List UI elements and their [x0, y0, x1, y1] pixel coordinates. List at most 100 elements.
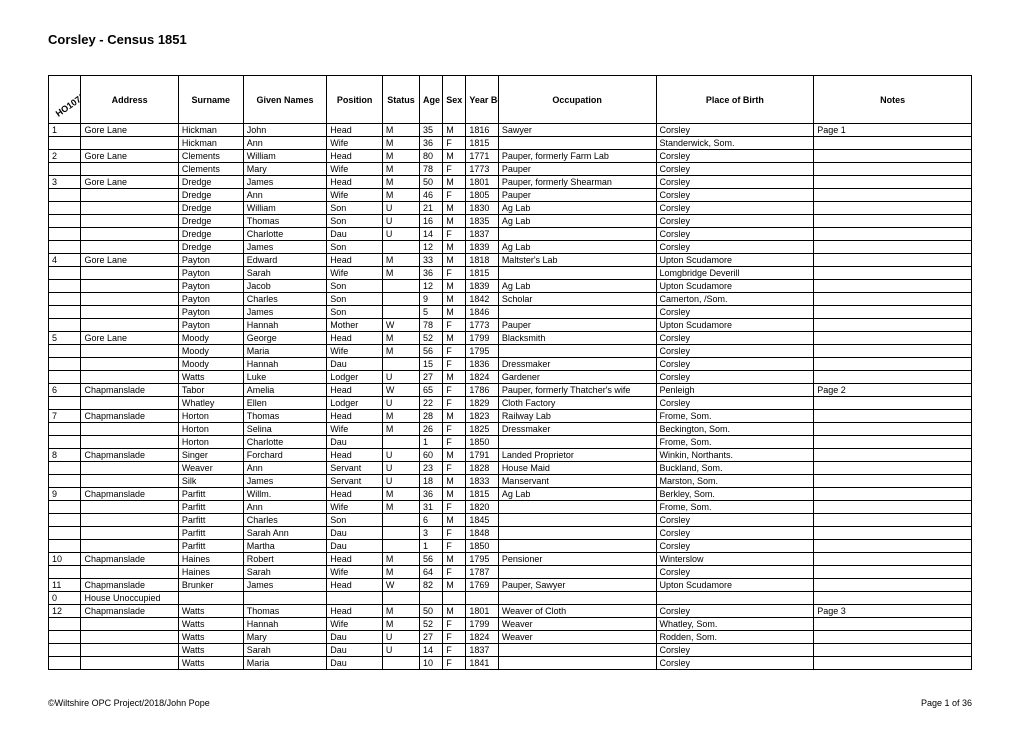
table-cell: [49, 462, 81, 475]
table-cell: [49, 306, 81, 319]
table-cell: 36: [420, 137, 443, 150]
table-cell: Martha: [243, 540, 326, 553]
table-cell: Corsley: [656, 215, 814, 228]
table-cell: Beckington, Som.: [656, 423, 814, 436]
table-cell: 1773: [466, 163, 498, 176]
table-cell: [81, 436, 178, 449]
table-cell: Payton: [178, 254, 243, 267]
table-row: WattsSarahDauU14F1837Corsley: [49, 644, 972, 657]
table-cell: Payton: [178, 267, 243, 280]
table-cell: Page 1: [814, 124, 972, 137]
table-cell: [814, 228, 972, 241]
table-cell: [814, 397, 972, 410]
table-cell: M: [443, 488, 466, 501]
table-cell: Corsley: [656, 527, 814, 540]
table-cell: Corsley: [656, 124, 814, 137]
table-cell: M: [382, 410, 419, 423]
table-cell: [49, 501, 81, 514]
table-cell: M: [443, 293, 466, 306]
table-cell: 1824: [466, 631, 498, 644]
table-cell: 1: [420, 436, 443, 449]
table-cell: U: [382, 462, 419, 475]
table-cell: Whatley, Som.: [656, 618, 814, 631]
table-cell: Weaver: [498, 631, 656, 644]
table-cell: 1801: [466, 176, 498, 189]
table-cell: Watts: [178, 605, 243, 618]
table-cell: Dredge: [178, 228, 243, 241]
table-cell: Parfitt: [178, 488, 243, 501]
table-cell: Selina: [243, 423, 326, 436]
table-cell: F: [443, 566, 466, 579]
table-cell: [49, 267, 81, 280]
table-cell: 1815: [466, 267, 498, 280]
table-cell: Pauper, formerly Shearman: [498, 176, 656, 189]
table-cell: Brunker: [178, 579, 243, 592]
table-cell: F: [443, 358, 466, 371]
table-cell: 10: [49, 553, 81, 566]
table-cell: James: [243, 306, 326, 319]
col-position: Position: [327, 76, 383, 124]
table-cell: [49, 618, 81, 631]
table-cell: 1787: [466, 566, 498, 579]
table-cell: [814, 293, 972, 306]
table-cell: Watts: [178, 371, 243, 384]
table-cell: Payton: [178, 280, 243, 293]
table-cell: M: [382, 345, 419, 358]
table-cell: 0: [49, 592, 81, 605]
table-cell: Wife: [327, 163, 383, 176]
table-cell: Watts: [178, 657, 243, 670]
table-cell: Corsley: [656, 306, 814, 319]
table-cell: Mary: [243, 631, 326, 644]
table-cell: U: [382, 202, 419, 215]
table-cell: [498, 345, 656, 358]
table-cell: Wife: [327, 423, 383, 436]
table-cell: Parfitt: [178, 514, 243, 527]
table-cell: [81, 462, 178, 475]
table-cell: 1839: [466, 241, 498, 254]
table-cell: M: [443, 449, 466, 462]
table-cell: Frome, Som.: [656, 501, 814, 514]
table-row: DredgeWilliamSonU21M1830Ag LabCorsley: [49, 202, 972, 215]
table-row: WeaverAnnServantU23F1828House MaidBuckla…: [49, 462, 972, 475]
table-cell: M: [382, 332, 419, 345]
table-cell: 56: [420, 345, 443, 358]
table-row: MoodyMariaWifeM56F1795Corsley: [49, 345, 972, 358]
table-row: WattsMaryDauU27F1824WeaverRodden, Som.: [49, 631, 972, 644]
table-cell: Luke: [243, 371, 326, 384]
table-cell: Gore Lane: [81, 124, 178, 137]
table-cell: Wife: [327, 189, 383, 202]
table-cell: Dau: [327, 527, 383, 540]
table-cell: [81, 345, 178, 358]
table-cell: Corsley: [656, 176, 814, 189]
table-cell: F: [443, 618, 466, 631]
table-cell: Dau: [327, 540, 383, 553]
table-cell: Corsley: [656, 332, 814, 345]
table-cell: Marston, Som.: [656, 475, 814, 488]
table-cell: [814, 566, 972, 579]
table-cell: 33: [420, 254, 443, 267]
table-cell: Maltster's Lab: [498, 254, 656, 267]
table-cell: Dredge: [178, 176, 243, 189]
table-cell: W: [382, 384, 419, 397]
table-cell: Pauper: [498, 319, 656, 332]
table-cell: 21: [420, 202, 443, 215]
table-cell: Horton: [178, 410, 243, 423]
table-cell: [49, 371, 81, 384]
table-cell: Chapmanslade: [81, 579, 178, 592]
table-cell: [814, 345, 972, 358]
table-cell: 1815: [466, 488, 498, 501]
table-cell: [498, 657, 656, 670]
table-cell: M: [382, 124, 419, 137]
table-cell: Buckland, Som.: [656, 462, 814, 475]
table-cell: Watts: [178, 618, 243, 631]
table-cell: Corsley: [656, 189, 814, 202]
table-cell: Wife: [327, 137, 383, 150]
table-row: PaytonHannahMotherW78F1773PauperUpton Sc…: [49, 319, 972, 332]
table-cell: House Maid: [498, 462, 656, 475]
table-cell: 1828: [466, 462, 498, 475]
table-cell: House Unoccupied: [81, 592, 178, 605]
table-cell: [382, 540, 419, 553]
table-cell: Dau: [327, 644, 383, 657]
table-cell: [498, 306, 656, 319]
table-cell: Sarah: [243, 644, 326, 657]
